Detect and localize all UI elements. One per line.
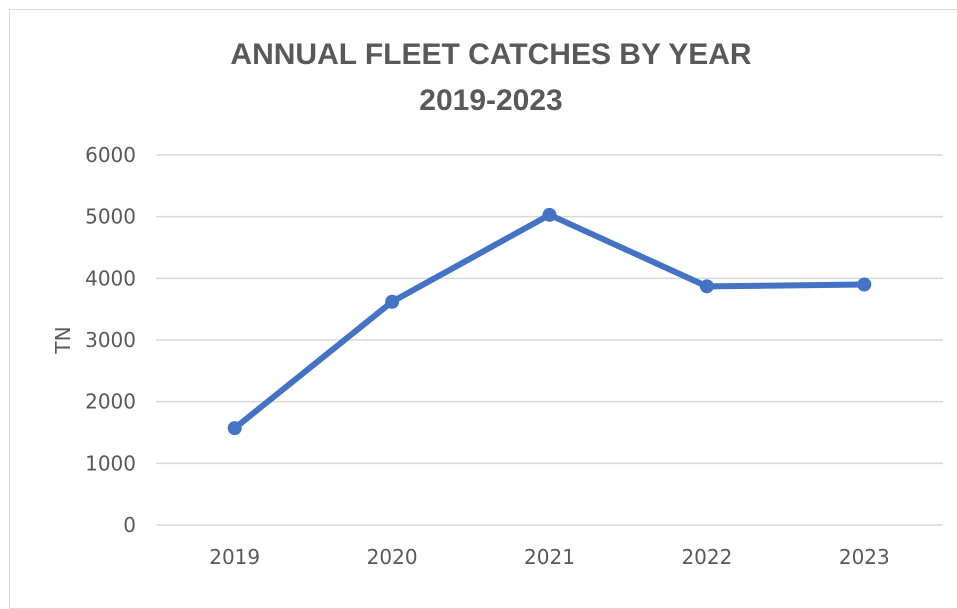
data-point-2019 bbox=[227, 421, 242, 436]
data-point-2021 bbox=[542, 207, 557, 222]
x-axis-ticks: 2019 2020 2021 2022 2023 bbox=[209, 545, 890, 569]
y-axis-label: TN bbox=[51, 326, 75, 354]
gridlines bbox=[156, 154, 943, 526]
x-tick-label: 2021 bbox=[524, 545, 575, 569]
line-chart: ANNUAL FLEET CATCHES BY YEAR 2019-2023 T… bbox=[51, 38, 943, 569]
y-tick-label: 1000 bbox=[85, 451, 136, 475]
data-point-2022 bbox=[699, 279, 714, 294]
x-tick-label: 2023 bbox=[839, 545, 890, 569]
y-tick-label: 4000 bbox=[85, 266, 136, 290]
series-line bbox=[231, 211, 868, 432]
chart-subtitle: 2019-2023 bbox=[419, 84, 562, 117]
y-axis-ticks: 0 1000 2000 3000 4000 5000 6000 bbox=[85, 143, 136, 537]
chart-frame bbox=[9, 9, 957, 609]
x-tick-label: 2020 bbox=[367, 545, 418, 569]
x-tick-label: 2019 bbox=[209, 545, 260, 569]
series-layer bbox=[227, 207, 872, 436]
y-tick-label: 2000 bbox=[85, 390, 136, 414]
y-tick-label: 6000 bbox=[85, 143, 136, 167]
data-point-2023 bbox=[857, 277, 872, 292]
data-point-2020 bbox=[385, 294, 400, 309]
x-tick-label: 2022 bbox=[681, 545, 732, 569]
y-tick-label: 5000 bbox=[85, 205, 136, 229]
y-tick-label: 3000 bbox=[85, 328, 136, 352]
chart-title: ANNUAL FLEET CATCHES BY YEAR bbox=[230, 38, 751, 71]
y-tick-label: 0 bbox=[123, 513, 136, 537]
